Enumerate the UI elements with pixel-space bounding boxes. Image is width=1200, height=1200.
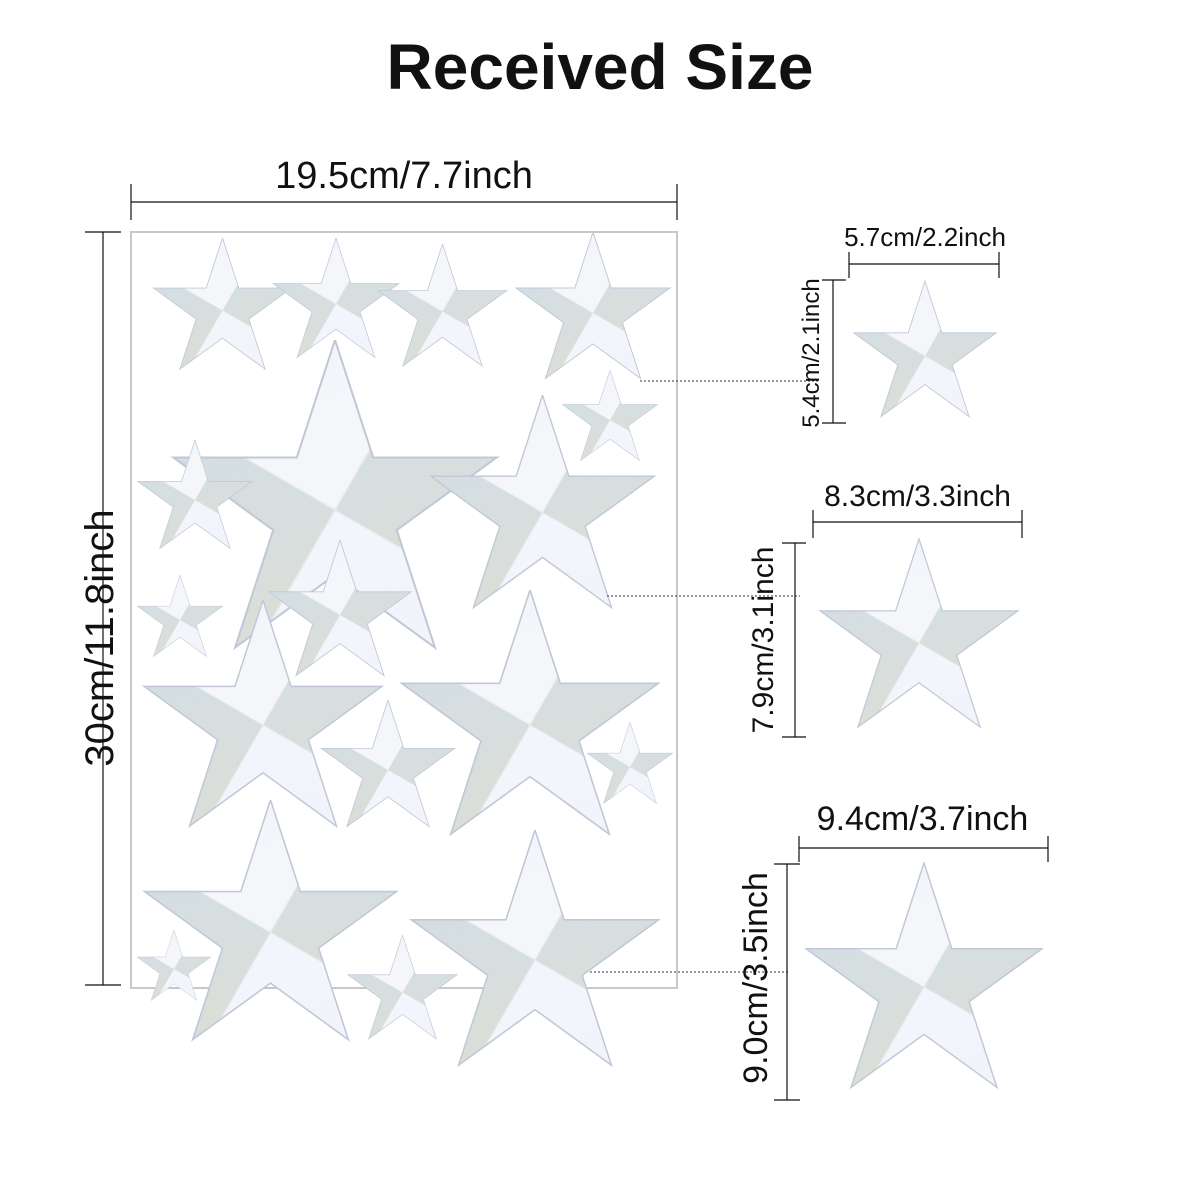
small-star-sample xyxy=(853,280,997,418)
medium-star-width-label: 8.3cm/3.3inch xyxy=(824,480,1011,513)
large-star-width-label: 9.4cm/3.7inch xyxy=(816,800,1029,838)
medium-star-dimensions xyxy=(782,510,1023,738)
small-star-dimensions xyxy=(822,252,1000,424)
leader-lines xyxy=(590,380,820,973)
medium-star-sample xyxy=(819,538,1019,728)
large-star-height-label: 9.0cm/3.5inch xyxy=(737,872,775,1084)
large-star-sample xyxy=(805,862,1043,1089)
medium-star-height-label: 7.9cm/3.1inch xyxy=(747,546,780,734)
sheet-width-dimension xyxy=(130,184,678,220)
small-star-height-label: 5.4cm/2.1inch xyxy=(798,278,825,428)
small-star-width-label: 5.7cm/2.2inch xyxy=(844,222,1006,252)
page-title: Received Size xyxy=(386,31,814,103)
sheet-height-label: 30cm/11.8inch xyxy=(78,509,122,767)
sheet-width-label: 19.5cm/7.7inch xyxy=(275,155,533,197)
sheet-height-dimension xyxy=(85,231,121,986)
large-star-dimensions xyxy=(774,836,1049,1101)
